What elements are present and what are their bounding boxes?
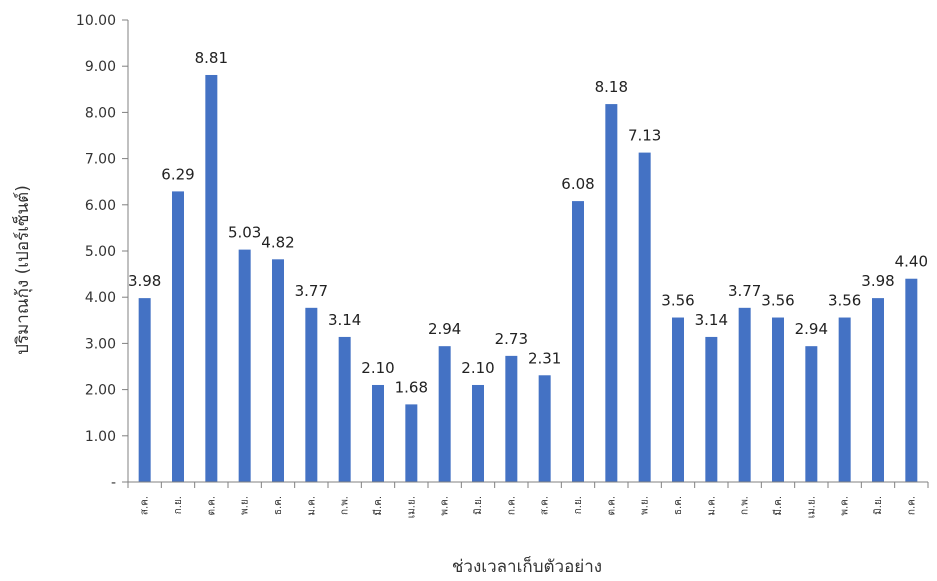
x-axis-title: ช่วงเวลาเก็บตัวอย่าง [452,555,602,577]
x-tick-label: ส.ค. [140,496,151,515]
y-tick-label: 6.00 [85,198,116,214]
y-tick-label: 2.00 [85,383,116,399]
x-tick-label: ก.ย. [573,496,584,514]
x-tick-label: ม.ค. [706,496,717,516]
data-label: 3.56 [828,292,861,310]
bar [738,307,751,482]
x-tick-label: พ.ย. [240,496,251,515]
data-label: 6.08 [561,175,594,193]
bar [538,375,551,482]
y-tick-label: 4.00 [85,290,116,306]
bar [405,404,418,482]
bar [505,355,518,482]
data-label: 3.56 [761,292,794,310]
data-label: 1.68 [395,378,428,396]
data-label: 6.29 [161,165,194,183]
data-label: 2.94 [795,320,828,338]
y-tick-label: 5.00 [85,244,116,260]
x-tick-label: ธ.ค. [273,496,284,515]
bar [838,317,851,482]
x-tick-label: มิ.ย. [873,496,884,515]
data-label: 2.31 [528,349,561,367]
y-tick-label: 3.00 [85,336,116,352]
bar [572,201,584,482]
data-label: 4.40 [895,253,928,271]
bar [305,307,318,482]
x-tick-label: ธ.ค. [673,496,684,515]
x-axis: ส.ค. ก.ย. ต.ค. พ.ย. ธ.ค. ม.ค. ก.พ. มี.ค. เม.ย. พ.… [127,481,929,518]
x-tick-label: มี.ค. [372,496,384,516]
data-label: 7.13 [628,127,661,145]
y-tick-label: - [111,475,116,491]
bar [172,191,184,483]
x-tick-label: พ.ค. [840,496,851,516]
x-tick-label: ก.พ. [340,496,351,515]
bar [238,249,251,482]
x-tick-label: ก.ค. [906,496,917,515]
bar [338,336,351,482]
bar [705,336,718,482]
x-tick-label: ส.ค. [540,496,551,515]
bars [138,74,918,483]
data-label: 8.18 [595,78,628,96]
y-tick-label: 1.00 [85,429,116,445]
data-label: 3.77 [728,282,761,300]
bar [372,384,384,482]
bar [772,317,784,482]
x-tick-label: มิ.ย. [473,496,484,515]
data-label: 2.10 [461,359,494,377]
x-tick-label: พ.ย. [640,496,651,515]
bar [205,74,218,482]
data-label: 2.73 [495,330,528,348]
x-tick-label: ก.ย. [173,496,184,514]
data-label: 3.14 [328,311,361,329]
data-label: 3.56 [661,292,694,310]
y-tick-label: 7.00 [85,152,116,168]
x-tick-label: ต.ค. [206,496,217,516]
data-label: 5.03 [228,224,261,242]
data-label: 2.10 [361,359,394,377]
bar [672,317,684,482]
bar [638,152,651,482]
x-tick-label: มี.ค. [772,496,784,516]
bar [138,298,151,482]
data-label: 3.98 [861,272,894,290]
y-tick-label: 8.00 [85,105,116,121]
data-label: 2.94 [428,320,461,338]
x-tick-label: เม.ย. [806,496,817,518]
x-tick-label: พ.ค. [440,496,451,516]
x-tick-label: ก.พ. [740,496,751,515]
y-axis: - 1.00 2.00 3.00 4.00 5.00 6.00 7.00 8.00 9.00 10.… [76,13,129,491]
bar [805,346,818,482]
y-tick-label: 10.00 [76,13,116,29]
x-tick-label: เม.ย. [406,496,417,518]
data-label: 3.77 [295,282,328,300]
bar [872,298,884,482]
data-label: 4.82 [261,233,294,251]
bar [605,104,618,483]
y-axis-title: ปริมาณกุ้ง (เปอร์เซ็นต์) [11,185,33,355]
x-tick-label: ม.ค. [306,496,317,516]
x-tick-label: ต.ค. [606,496,617,516]
bar [472,384,484,482]
bar [272,259,284,482]
data-label: 3.98 [128,272,161,290]
data-label: 3.14 [695,311,728,329]
x-tick-label: ก.ค. [506,496,517,515]
bar [905,278,918,482]
bar [438,346,451,482]
y-tick-label: 9.00 [85,59,116,75]
data-labels: 3.986.298.815.034.823.773.142.101.682.94… [128,49,928,396]
data-label: 8.81 [195,49,228,67]
